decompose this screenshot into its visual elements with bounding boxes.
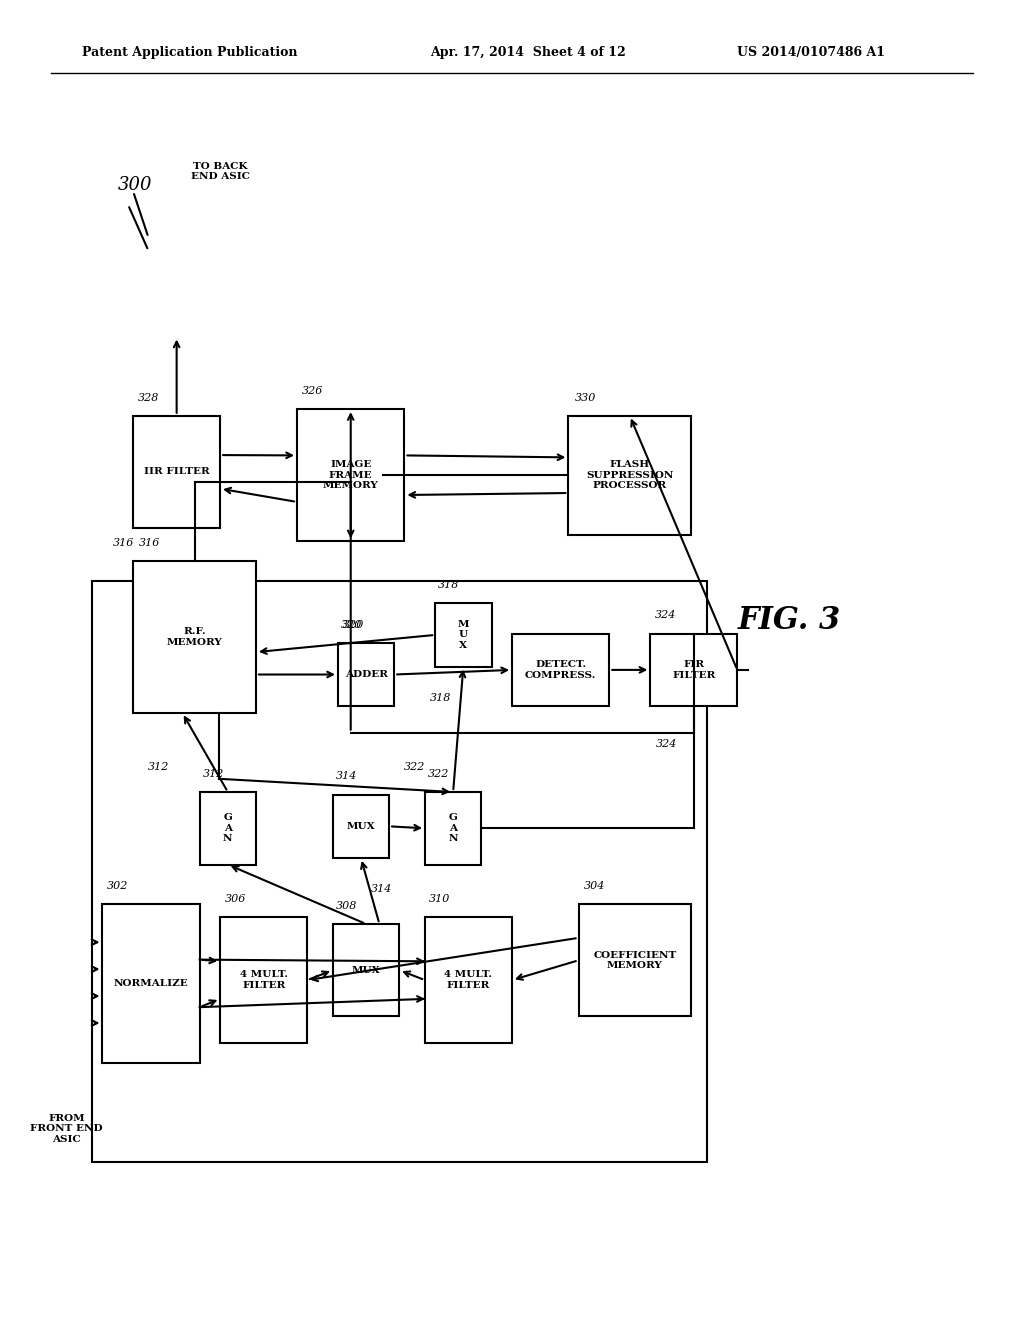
FancyBboxPatch shape [297,409,404,541]
Text: 326: 326 [302,385,324,396]
FancyBboxPatch shape [338,643,394,706]
Text: US 2014/0107486 A1: US 2014/0107486 A1 [737,46,886,59]
Text: 304: 304 [584,880,605,891]
Text: FIR
FILTER: FIR FILTER [672,660,716,680]
Text: NORMALIZE: NORMALIZE [114,979,188,987]
Text: 300: 300 [118,176,153,194]
FancyBboxPatch shape [579,904,691,1016]
Text: IMAGE
FRAME
MEMORY: IMAGE FRAME MEMORY [323,461,379,490]
Text: 322: 322 [404,762,425,772]
FancyBboxPatch shape [133,416,220,528]
Text: G
A
N: G A N [223,813,232,843]
Text: ADDER: ADDER [345,671,387,678]
Text: 320: 320 [341,619,362,630]
FancyBboxPatch shape [333,924,399,1016]
FancyBboxPatch shape [435,603,492,667]
Text: 314: 314 [372,884,392,895]
Text: 312: 312 [148,762,169,772]
Text: COEFFICIENT
MEMORY: COEFFICIENT MEMORY [593,950,677,970]
FancyBboxPatch shape [220,917,307,1043]
Text: 4 MULT.
FILTER: 4 MULT. FILTER [240,970,288,990]
Text: 318: 318 [438,579,460,590]
Text: MUX: MUX [347,822,375,830]
FancyBboxPatch shape [512,634,609,706]
FancyBboxPatch shape [200,792,256,865]
Text: FLASH
SUPPRESSION
PROCESSOR: FLASH SUPPRESSION PROCESSOR [586,461,674,490]
Text: 324: 324 [655,739,677,750]
Text: 322: 322 [428,768,450,779]
Text: 4 MULT.
FILTER: 4 MULT. FILTER [444,970,493,990]
Text: Patent Application Publication: Patent Application Publication [82,46,297,59]
Text: 330: 330 [574,392,596,403]
Text: 318: 318 [430,693,451,704]
Text: 324: 324 [654,610,676,620]
Text: 306: 306 [224,894,246,904]
Text: 320: 320 [343,619,365,630]
Text: 314: 314 [336,771,357,781]
Text: FIG. 3: FIG. 3 [737,605,841,636]
Text: TO BACK
END ASIC: TO BACK END ASIC [190,162,250,181]
Text: 302: 302 [108,880,129,891]
FancyBboxPatch shape [102,904,200,1063]
Text: DETECT.
COMPRESS.: DETECT. COMPRESS. [525,660,596,680]
Text: 316: 316 [113,537,134,548]
FancyBboxPatch shape [333,795,389,858]
Text: FROM
FRONT END
ASIC: FROM FRONT END ASIC [31,1114,102,1143]
Text: Apr. 17, 2014  Sheet 4 of 12: Apr. 17, 2014 Sheet 4 of 12 [430,46,626,59]
Text: 310: 310 [429,894,451,904]
Text: G
A
N: G A N [449,813,458,843]
Text: 328: 328 [137,392,159,403]
Text: R.F.
MEMORY: R.F. MEMORY [167,627,222,647]
Text: M
U
X: M U X [458,620,469,649]
FancyBboxPatch shape [425,792,481,865]
FancyBboxPatch shape [568,416,691,535]
Text: 308: 308 [336,900,357,911]
FancyBboxPatch shape [425,917,512,1043]
Text: IIR FILTER: IIR FILTER [143,467,210,477]
Text: 312: 312 [203,768,224,779]
Text: MUX: MUX [352,966,380,974]
FancyBboxPatch shape [650,634,737,706]
Text: 316: 316 [139,537,161,548]
FancyBboxPatch shape [133,561,256,713]
